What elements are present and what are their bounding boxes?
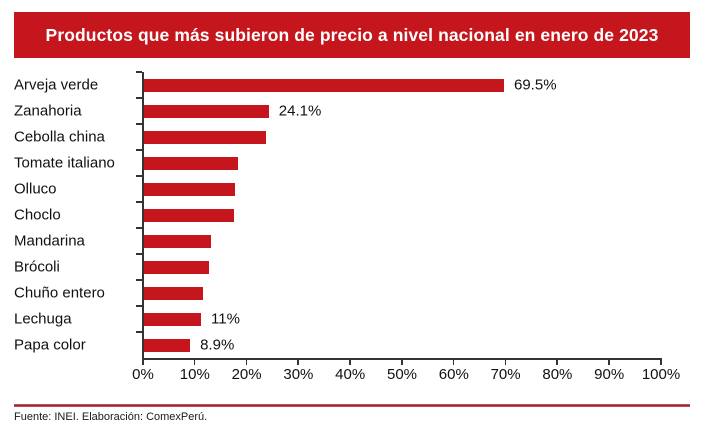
category-label: Mandarina: [14, 232, 85, 250]
bar: [144, 286, 203, 300]
x-axis-tick: [608, 360, 610, 365]
bar: [144, 156, 238, 170]
bar: [144, 234, 212, 248]
bar-value-label: 8.9%: [200, 336, 235, 354]
plot-area: Arveja verde 69.5% Zanahoria 24.1% Cebolla c…: [0, 71, 709, 358]
x-axis-tick-label: 0%: [132, 366, 154, 383]
x-axis-tick: [556, 360, 558, 365]
source-note: Fuente: INEI. Elaboración: ComexPerú.: [14, 411, 208, 423]
y-axis-tick: [136, 279, 142, 281]
category-label: Cebolla china: [14, 128, 105, 146]
chart-row: Olluco: [0, 175, 709, 202]
x-axis-tick-label: 100%: [641, 366, 681, 383]
x-axis-tick-label: 50%: [386, 366, 418, 383]
y-axis-line: [142, 72, 144, 360]
bar: [144, 208, 234, 222]
bar: [144, 338, 191, 352]
bar: [144, 312, 201, 326]
category-label: Papa color: [14, 336, 86, 354]
y-axis-tick: [136, 253, 142, 255]
category-label: Tomate italiano: [14, 154, 115, 172]
x-axis-tick-label: 80%: [542, 366, 573, 383]
x-axis-tick-label: 20%: [231, 366, 262, 383]
chart-row: Tomate italiano: [0, 149, 709, 176]
x-axis-tick: [401, 360, 403, 365]
y-axis-tick: [136, 149, 142, 151]
category-label: Chuño entero: [14, 284, 105, 302]
category-label: Olluco: [14, 180, 57, 198]
bar: [144, 182, 235, 196]
category-label: Arveja verde: [14, 76, 99, 94]
y-axis-tick: [136, 331, 142, 333]
x-axis-tick: [504, 360, 507, 365]
chart-row: Mandarina: [0, 227, 709, 254]
y-axis-tick: [136, 123, 142, 125]
x-axis-tick-label: 40%: [335, 366, 366, 383]
x-axis-tick: [297, 360, 299, 365]
bar: [144, 78, 504, 92]
footer-divider: [14, 404, 690, 407]
x-axis-tick: [452, 360, 455, 365]
x-axis-tick-label: 70%: [490, 366, 521, 383]
chart-row: Lechuga 11%: [0, 305, 709, 332]
category-label: Zanahoria: [14, 102, 82, 120]
bar: [144, 104, 269, 118]
chart-row: Brócoli: [0, 253, 709, 280]
chart-title: Productos que más subieron de precio a n…: [45, 24, 659, 45]
x-axis-tick: [193, 360, 196, 365]
x-axis-tick: [660, 360, 662, 365]
y-axis-tick: [136, 175, 142, 177]
x-axis-tick: [245, 360, 248, 365]
x-axis-tick: [142, 360, 144, 365]
bar-value-label: 24.1%: [278, 102, 322, 120]
chart-row: Zanahoria 24.1%: [0, 97, 709, 124]
y-axis-tick: [136, 201, 142, 203]
bar: [144, 130, 267, 144]
y-axis-tick: [136, 227, 142, 229]
x-axis-tick: [349, 360, 351, 365]
y-axis-tick: [136, 97, 142, 99]
bar-value-label: 11%: [211, 310, 240, 328]
x-axis-tick-label: 10%: [179, 366, 210, 383]
chart-row: Cebolla china: [0, 123, 709, 150]
category-label: Brócoli: [14, 258, 60, 276]
category-label: Choclo: [14, 206, 61, 224]
chart-row: Choclo: [0, 201, 709, 228]
bar-value-label: 69.5%: [514, 76, 557, 94]
chart-row: Chuño entero: [0, 279, 709, 306]
chart-row: Arveja verde 69.5%: [0, 71, 709, 98]
chart-row: Papa color 8.9%: [0, 331, 709, 358]
x-axis-line: [142, 358, 662, 360]
bar: [144, 260, 210, 274]
y-axis-tick: [136, 305, 142, 307]
chart-title-banner: Productos que más subieron de precio a n…: [14, 12, 690, 58]
x-axis-tick-label: 90%: [594, 366, 625, 383]
y-axis-tick: [136, 71, 142, 73]
x-axis-tick-label: 30%: [283, 366, 314, 383]
category-label: Lechuga: [14, 310, 72, 328]
bar-chart: Arveja verde 69.5% Zanahoria 24.1% Cebolla c…: [0, 71, 709, 383]
x-axis-tick-label: 60%: [438, 366, 469, 383]
